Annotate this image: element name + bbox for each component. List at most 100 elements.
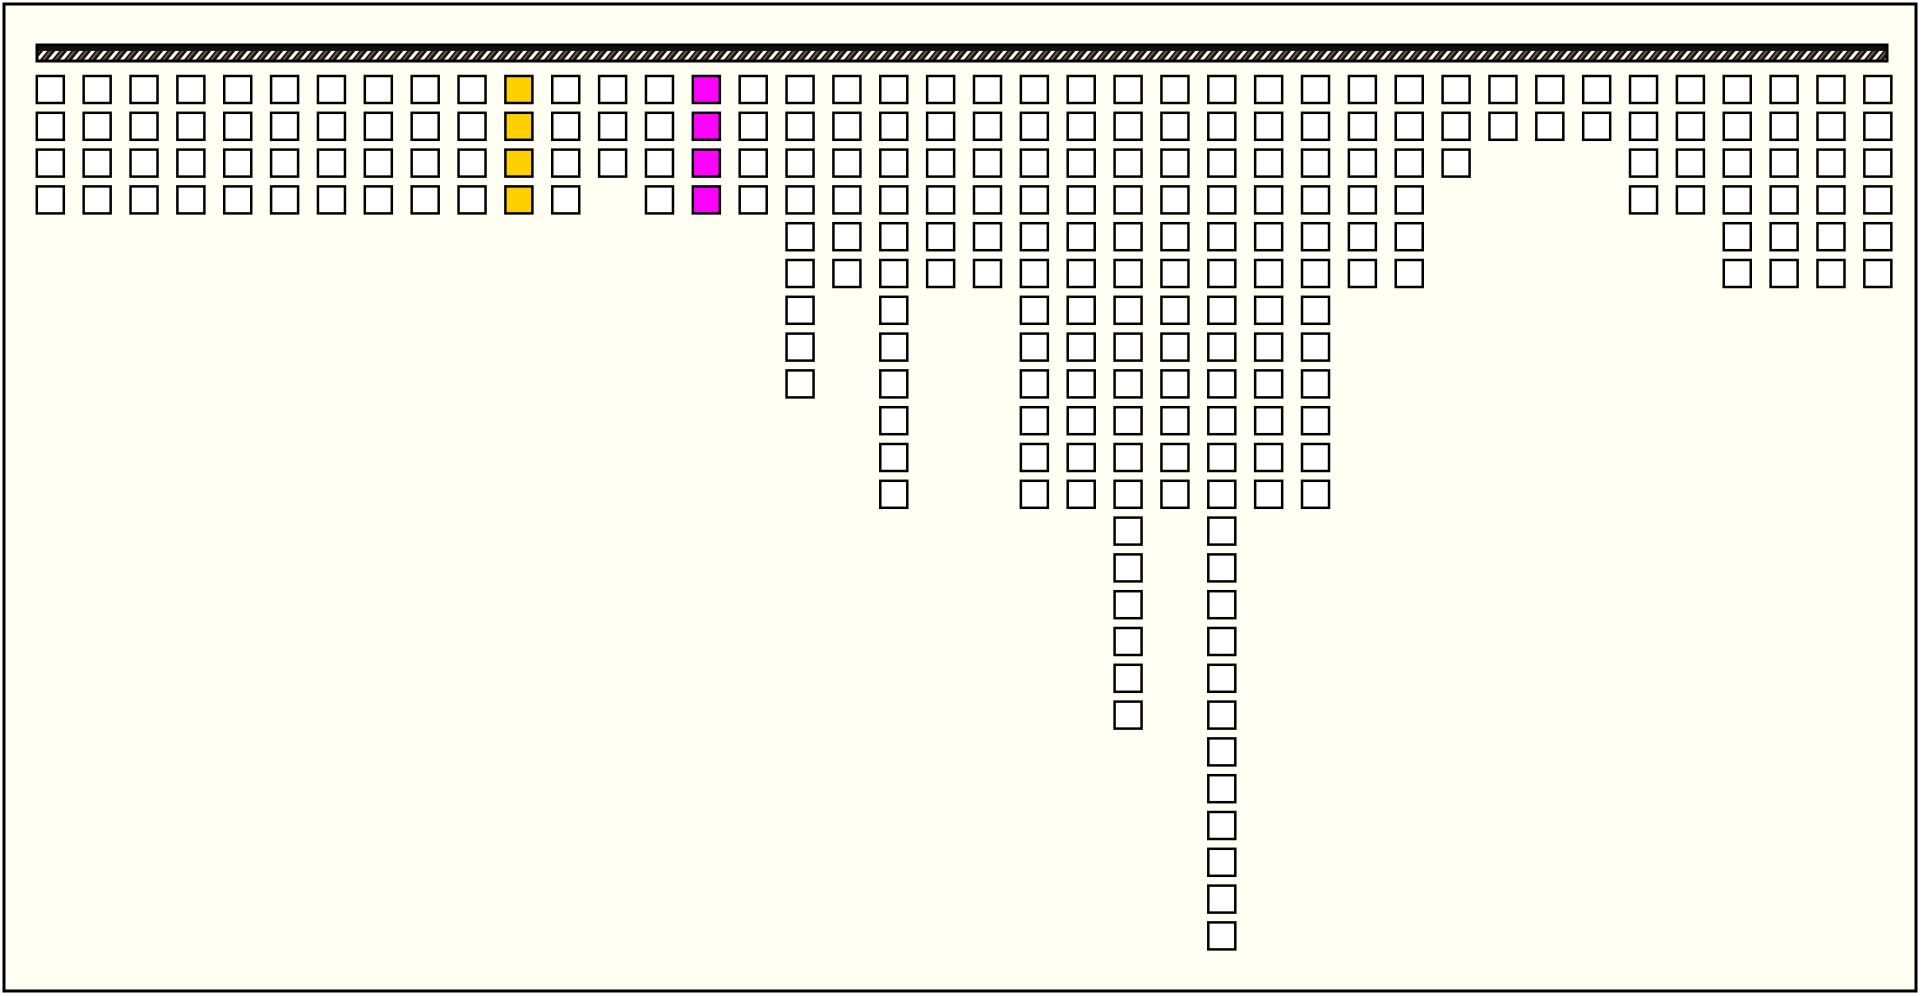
- cell: [176, 111, 206, 142]
- cell: [1207, 553, 1237, 583]
- cell: [1441, 148, 1471, 178]
- cell: [1769, 148, 1799, 178]
- cell: [1019, 405, 1050, 436]
- cell: [1769, 258, 1799, 289]
- cell: [457, 74, 487, 105]
- cell: [597, 111, 628, 142]
- cell: [1300, 185, 1331, 215]
- cell: [1488, 74, 1518, 105]
- cell: [129, 111, 159, 142]
- cell: [1207, 663, 1237, 694]
- cell: [1113, 185, 1143, 215]
- cell: [1863, 185, 1893, 215]
- cell: [1488, 111, 1518, 142]
- cell: [1347, 185, 1378, 215]
- cell: [1160, 442, 1190, 473]
- cell: [1066, 405, 1096, 436]
- cell: [269, 111, 300, 142]
- columns: [35, 74, 1893, 951]
- cell: [785, 332, 815, 362]
- cell: [925, 74, 956, 105]
- cell: [1863, 111, 1893, 142]
- cell: [972, 148, 1003, 178]
- cell: [1722, 185, 1753, 215]
- cell: [316, 74, 347, 105]
- cell: [925, 185, 956, 215]
- cell: [1207, 148, 1237, 178]
- cell: [82, 111, 112, 142]
- cell: [1113, 148, 1143, 178]
- cell: [551, 74, 581, 105]
- cell: [1207, 700, 1237, 730]
- cell: [1816, 221, 1846, 252]
- cell: [1207, 626, 1237, 657]
- cell: [1441, 74, 1471, 105]
- cell: [1207, 295, 1237, 326]
- cell: [35, 185, 66, 215]
- cell: [1675, 111, 1706, 142]
- cell: [1160, 479, 1190, 510]
- cell: [1160, 148, 1190, 178]
- cell: [1066, 369, 1096, 399]
- cell: [1394, 185, 1424, 215]
- cell: [363, 74, 394, 105]
- rail: [35, 43, 1889, 63]
- cell: [1066, 442, 1096, 473]
- cell: [222, 74, 253, 105]
- cell: [1113, 332, 1143, 362]
- cell: [1113, 700, 1143, 730]
- cell: [879, 332, 909, 362]
- cell: [738, 148, 768, 178]
- cell: [1113, 258, 1143, 289]
- cell: [1019, 332, 1050, 362]
- cell: [1207, 737, 1237, 767]
- cell: [1300, 332, 1331, 362]
- cell: [1816, 74, 1846, 105]
- cell: [879, 442, 909, 473]
- cell: [832, 74, 862, 105]
- cell: [457, 148, 487, 178]
- cell: [879, 148, 909, 178]
- cell: [832, 148, 862, 178]
- cell: [1769, 74, 1799, 105]
- cell: [691, 185, 722, 215]
- cell: [691, 148, 722, 178]
- cell: [1863, 221, 1893, 252]
- cell: [222, 185, 253, 215]
- cell: [410, 148, 440, 178]
- cell: [1113, 516, 1143, 546]
- cell: [1253, 405, 1284, 436]
- cell: [1160, 332, 1190, 362]
- cell: [551, 148, 581, 178]
- cell: [1113, 589, 1143, 620]
- cell: [1113, 221, 1143, 252]
- cell: [738, 111, 768, 142]
- cell: [551, 185, 581, 215]
- cell: [129, 185, 159, 215]
- cell: [879, 258, 909, 289]
- cell: [1066, 258, 1096, 289]
- cell: [1253, 479, 1284, 510]
- cell: [1300, 479, 1331, 510]
- cell: [269, 148, 300, 178]
- cell: [1300, 369, 1331, 399]
- cell: [1253, 442, 1284, 473]
- cell: [1628, 74, 1659, 105]
- cell: [925, 221, 956, 252]
- cell: [1207, 921, 1237, 951]
- cell: [644, 111, 675, 142]
- cell: [1207, 773, 1237, 804]
- cell: [1207, 516, 1237, 546]
- cell: [785, 369, 815, 399]
- cell: [269, 185, 300, 215]
- cell: [1066, 295, 1096, 326]
- cell: [316, 185, 347, 215]
- cell: [1113, 369, 1143, 399]
- cell: [644, 148, 675, 178]
- cell: [1113, 553, 1143, 583]
- cell: [1066, 332, 1096, 362]
- cell: [1863, 148, 1893, 178]
- cell: [35, 74, 66, 105]
- cell: [1207, 884, 1237, 914]
